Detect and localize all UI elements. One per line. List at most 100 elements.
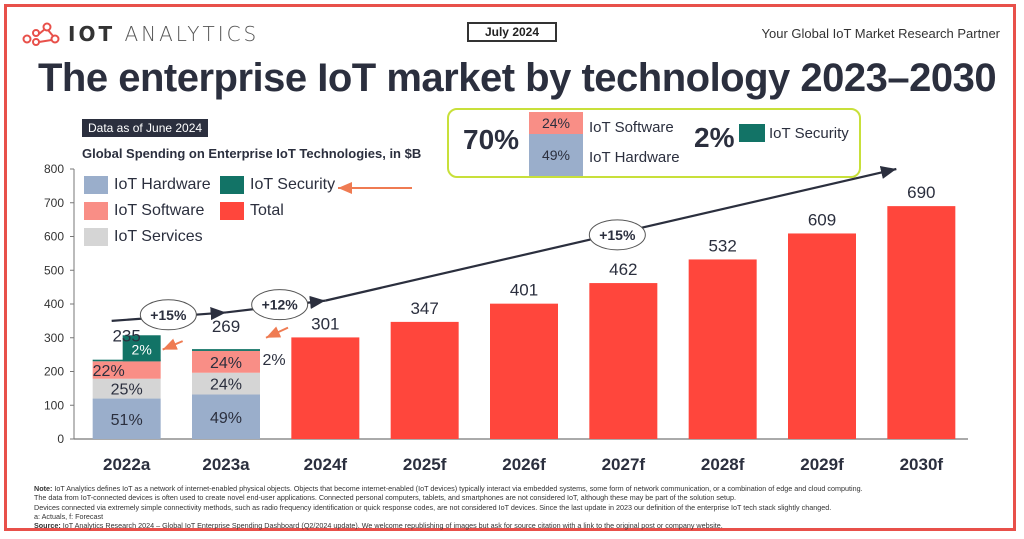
legend-label: IoT Software	[114, 202, 205, 219]
callout-software-segment: 24%	[529, 112, 583, 134]
segment-label: 24%	[210, 355, 242, 372]
bar-value-label: 401	[510, 281, 538, 300]
legend-item-total: Total	[220, 202, 284, 220]
callout-security-swatch	[739, 124, 765, 142]
x-tick-label: 2030f	[900, 455, 944, 474]
footnotes: Note: IoT Analytics defines IoT as a net…	[34, 484, 863, 530]
legend-item-hardware: IoT Hardware	[84, 176, 211, 194]
segment-label: 25%	[111, 382, 143, 399]
legend-swatch	[84, 202, 108, 220]
bar-segment-security	[122, 335, 161, 362]
legend-label: IoT Hardware	[114, 176, 211, 193]
bar-value-label: 609	[808, 210, 836, 229]
growth-badge	[139, 299, 197, 331]
y-tick-label: 300	[44, 331, 64, 345]
bar-total	[688, 259, 757, 439]
callout-hardware-label: IoT Hardware	[589, 149, 680, 166]
bar-value-label: 462	[609, 260, 637, 279]
chart-title: Global Spending on Enterprise IoT Techno…	[82, 146, 422, 161]
note-line: Note: IoT Analytics defines IoT as a net…	[34, 484, 863, 493]
note-line: The data from IoT-connected devices is o…	[34, 493, 736, 503]
legend-swatch	[84, 176, 108, 194]
source-label: Source:	[34, 521, 61, 531]
x-tick-label: 2024f	[304, 455, 348, 474]
bar-segment-iot-software	[92, 361, 161, 379]
segment-label: 22%	[93, 363, 125, 380]
y-tick-label: 500	[44, 263, 64, 277]
bar-value-label: 301	[311, 314, 339, 333]
bar-segment-iot-hardware	[92, 398, 161, 439]
bar-segment-iot-security	[192, 349, 260, 351]
legend-item-security: IoT Security	[220, 176, 335, 194]
share-callout-box: 70% 24% 49% IoT Software IoT Hardware 2%…	[447, 108, 861, 178]
segment-label: 49%	[210, 410, 242, 427]
tagline: Your Global IoT Market Research Partner	[761, 26, 1000, 41]
network-nodes-icon	[22, 22, 60, 46]
x-tick-label: 2029f	[800, 455, 844, 474]
bar-value-label: 269	[212, 317, 240, 336]
bar-value-label: 690	[907, 183, 935, 202]
x-tick-label: 2028f	[701, 455, 745, 474]
segment-label: 2%	[132, 341, 152, 357]
page-title: The enterprise IoT market by technology …	[38, 56, 997, 100]
x-tick-label: 2023a	[202, 455, 250, 474]
legend-label: Total	[250, 202, 284, 219]
segment-label: 51%	[111, 412, 143, 429]
y-tick-label: 100	[44, 398, 64, 412]
growth-label: +12%	[262, 297, 299, 313]
bar-total	[788, 233, 856, 439]
bar-total	[887, 206, 956, 439]
y-tick-label: 700	[44, 196, 64, 210]
note-line: a: Actuals, f: Forecast	[34, 511, 104, 521]
legend-swatch	[220, 202, 244, 220]
bar-segment-iot-software	[192, 350, 260, 373]
note-label: Note:	[34, 484, 53, 493]
slide-frame	[4, 4, 1016, 531]
x-tick-label: 2022a	[103, 455, 151, 474]
logo-bold-text: IOT	[68, 22, 116, 46]
bar-total	[390, 321, 459, 439]
y-tick-label: 200	[44, 365, 64, 379]
x-tick-label: 2027f	[602, 455, 646, 474]
segment-label: 2%	[262, 352, 285, 369]
legend-label: IoT Security	[250, 176, 336, 193]
date-badge: July 2024	[467, 22, 557, 42]
callout-software-label: IoT Software	[589, 119, 674, 136]
x-tick-label: 2026f	[502, 455, 546, 474]
brand-logo: IOT ANALYTICS	[22, 22, 259, 46]
note-line: Devices connected via extremely simple c…	[34, 502, 832, 512]
y-tick-label: 800	[44, 162, 64, 176]
source-line: Source: IoT Analytics Research 2024 – Gl…	[34, 521, 863, 530]
growth-label: +15%	[599, 227, 636, 243]
callout-stack: 24% 49%	[529, 112, 583, 176]
bar-total	[490, 303, 558, 439]
legend-swatch	[220, 176, 244, 194]
legend-label: IoT Services	[114, 228, 203, 245]
bar-value-label: 532	[708, 236, 736, 255]
y-tick-label: 0	[57, 432, 64, 446]
security-share-value: 2%	[694, 122, 735, 153]
source-text: IoT Analytics Research 2024 – Global IoT…	[60, 521, 723, 531]
bar-total	[589, 283, 658, 439]
security-pointer-arrow	[162, 338, 184, 351]
y-tick-label: 400	[44, 297, 64, 311]
legend-swatch	[84, 228, 108, 246]
security-pointer-arrow	[265, 326, 289, 339]
segment-label: 24%	[210, 377, 242, 394]
note-text: IoT Analytics defines IoT as a network o…	[52, 484, 863, 493]
callout-hardware-segment: 49%	[529, 134, 583, 176]
bar-value-label: 235	[112, 327, 140, 346]
bar-segment-iot-services	[92, 378, 161, 399]
x-tick-label: 2025f	[403, 455, 447, 474]
bar-value-label: 347	[410, 299, 438, 318]
logo-light-text: ANALYTICS	[124, 22, 260, 46]
callout-security-label: IoT Security	[769, 125, 849, 142]
combined-share-value: 70%	[463, 124, 520, 155]
growth-label: +15%	[150, 307, 187, 323]
data-as-of-badge: Data as of June 2024	[82, 119, 209, 137]
legend-item-software: IoT Software	[84, 202, 204, 220]
bar-segment	[92, 359, 161, 362]
bar-segment-iot-services	[192, 372, 260, 395]
bar-segment-iot-hardware	[192, 394, 260, 439]
